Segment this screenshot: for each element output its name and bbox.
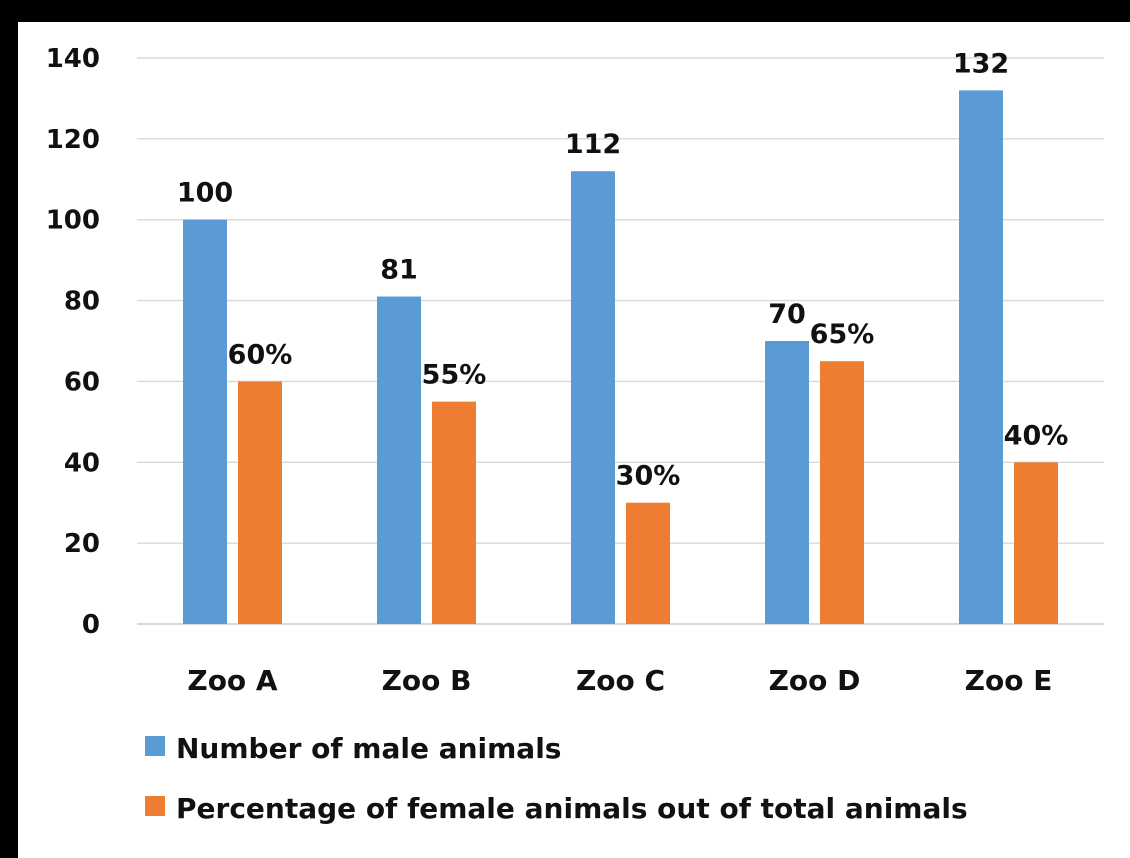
data-label-female: 30% bbox=[616, 461, 681, 492]
legend-label-female: Percentage of female animals out of tota… bbox=[176, 792, 968, 825]
x-category-label: Zoo E bbox=[965, 664, 1053, 697]
bar-female-percentage bbox=[820, 361, 864, 624]
x-category-label: Zoo B bbox=[382, 664, 472, 697]
y-tick-label: 120 bbox=[46, 125, 100, 155]
bar-male-animals bbox=[377, 296, 421, 624]
data-label-male: 81 bbox=[380, 255, 418, 286]
legend: Number of male animals Percentage of fema… bbox=[145, 732, 968, 825]
data-label-female: 65% bbox=[810, 319, 875, 350]
x-axis-categories: Zoo A Zoo B Zoo C Zoo D Zoo E bbox=[187, 664, 1052, 697]
y-tick-label: 140 bbox=[46, 44, 100, 74]
data-label-male: 112 bbox=[565, 129, 621, 160]
bar-male-animals bbox=[183, 219, 227, 624]
data-label-female: 55% bbox=[422, 360, 487, 391]
y-tick-label: 100 bbox=[46, 206, 100, 236]
y-tick-label: 40 bbox=[64, 448, 100, 478]
bar-female-percentage bbox=[626, 502, 670, 624]
data-label-male: 70 bbox=[768, 299, 806, 330]
x-category-label: Zoo C bbox=[576, 664, 665, 697]
x-category-label: Zoo D bbox=[769, 664, 861, 697]
y-tick-label: 80 bbox=[64, 287, 100, 317]
bar-female-percentage bbox=[1014, 462, 1058, 624]
x-category-label: Zoo A bbox=[187, 664, 278, 697]
legend-swatch-female bbox=[145, 796, 165, 816]
legend-swatch-male bbox=[145, 736, 165, 756]
y-tick-label: 20 bbox=[64, 529, 100, 559]
bar-male-animals bbox=[765, 341, 809, 624]
y-axis-ticks: 0 20 40 60 80 100 120 140 bbox=[46, 44, 100, 640]
data-label-male: 100 bbox=[177, 178, 233, 209]
bar-female-percentage bbox=[432, 401, 476, 624]
bar-female-percentage bbox=[238, 381, 282, 624]
bars bbox=[183, 90, 1058, 625]
y-tick-label: 0 bbox=[82, 610, 100, 640]
bar-male-animals bbox=[959, 90, 1003, 625]
gridlines bbox=[137, 57, 1104, 625]
y-tick-label: 60 bbox=[64, 367, 100, 397]
data-label-female: 40% bbox=[1004, 420, 1069, 451]
legend-label-male: Number of male animals bbox=[176, 732, 561, 765]
bar-male-animals bbox=[571, 171, 615, 624]
data-label-female: 60% bbox=[228, 339, 293, 370]
data-label-male: 132 bbox=[953, 48, 1009, 79]
